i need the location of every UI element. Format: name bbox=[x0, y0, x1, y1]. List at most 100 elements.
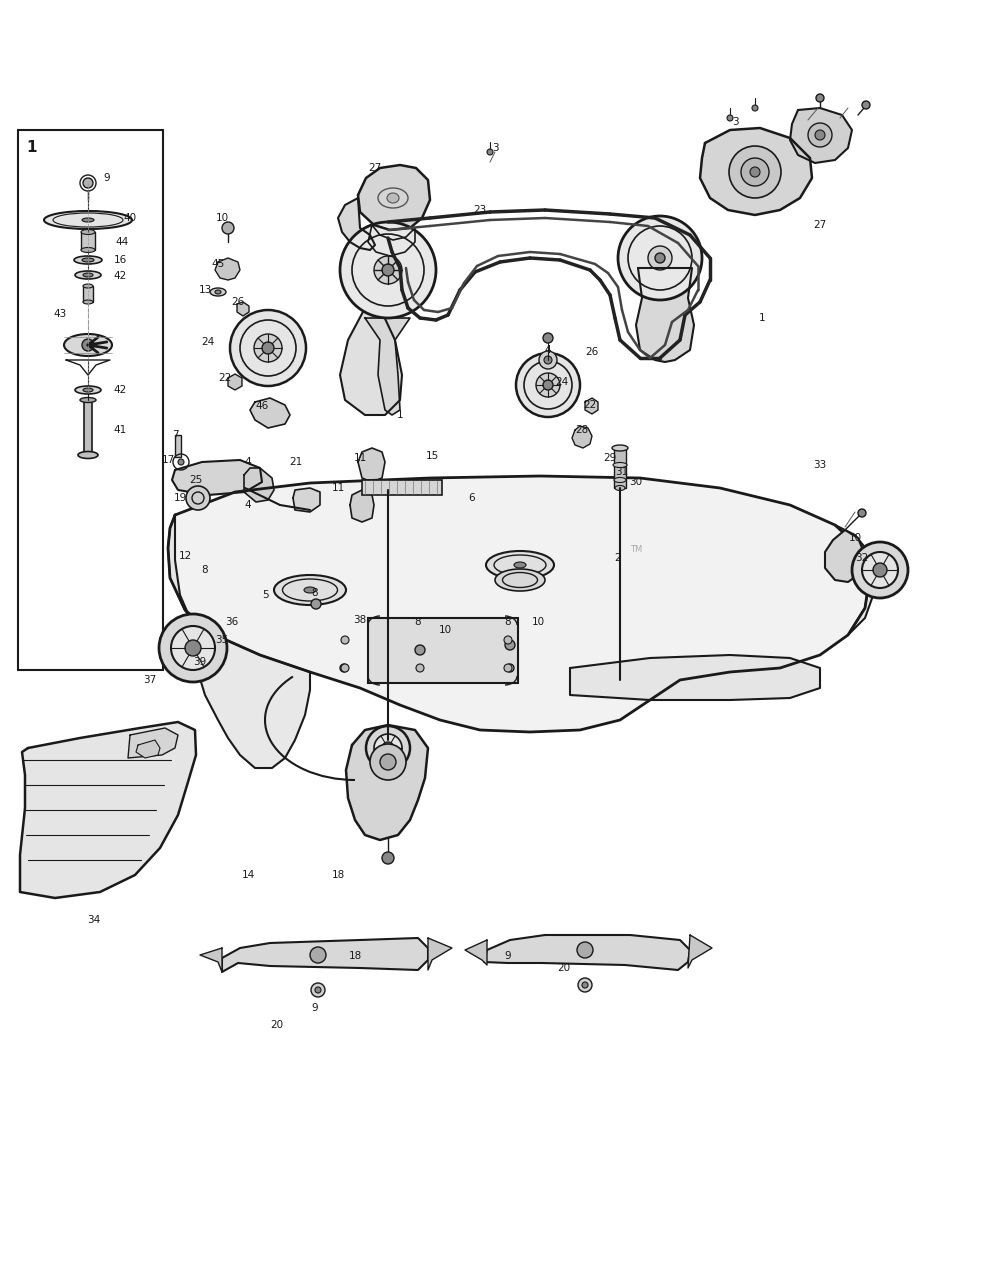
Circle shape bbox=[262, 342, 274, 355]
Polygon shape bbox=[136, 740, 160, 758]
Text: 24: 24 bbox=[202, 337, 215, 347]
Polygon shape bbox=[585, 398, 598, 413]
Polygon shape bbox=[172, 460, 262, 495]
Text: 20: 20 bbox=[558, 963, 571, 973]
Circle shape bbox=[186, 486, 210, 509]
Text: 30: 30 bbox=[629, 477, 643, 486]
Text: 19: 19 bbox=[173, 493, 187, 503]
Circle shape bbox=[750, 166, 760, 177]
Circle shape bbox=[341, 636, 349, 644]
Circle shape bbox=[171, 626, 215, 669]
Polygon shape bbox=[200, 948, 222, 972]
Circle shape bbox=[504, 664, 512, 672]
Polygon shape bbox=[244, 468, 274, 502]
Circle shape bbox=[577, 942, 593, 957]
Text: 8: 8 bbox=[504, 617, 511, 627]
Polygon shape bbox=[168, 476, 870, 732]
Polygon shape bbox=[215, 259, 240, 280]
Polygon shape bbox=[825, 530, 865, 582]
Text: 4: 4 bbox=[545, 346, 551, 355]
Circle shape bbox=[752, 105, 758, 111]
Polygon shape bbox=[340, 268, 402, 415]
Polygon shape bbox=[222, 938, 428, 972]
Text: 44: 44 bbox=[116, 237, 129, 247]
Polygon shape bbox=[250, 398, 290, 428]
Text: 9: 9 bbox=[504, 951, 511, 961]
Text: 8: 8 bbox=[202, 564, 209, 575]
Circle shape bbox=[862, 552, 898, 588]
Polygon shape bbox=[228, 374, 242, 390]
Text: 20: 20 bbox=[270, 1020, 284, 1030]
Text: 1: 1 bbox=[397, 410, 404, 420]
Text: 4: 4 bbox=[244, 500, 251, 509]
Ellipse shape bbox=[81, 247, 95, 252]
Circle shape bbox=[159, 614, 227, 682]
Circle shape bbox=[382, 742, 394, 754]
Text: 46: 46 bbox=[255, 401, 269, 411]
Polygon shape bbox=[636, 268, 694, 362]
Text: 1: 1 bbox=[27, 140, 38, 155]
Text: 22: 22 bbox=[584, 399, 596, 410]
Text: TM: TM bbox=[630, 545, 642, 554]
Text: 14: 14 bbox=[241, 870, 254, 881]
Text: 25: 25 bbox=[189, 475, 203, 485]
Text: 23: 23 bbox=[474, 205, 487, 215]
Text: 10: 10 bbox=[216, 212, 228, 223]
Circle shape bbox=[82, 339, 94, 351]
Text: 15: 15 bbox=[425, 451, 439, 461]
Circle shape bbox=[340, 221, 436, 317]
Circle shape bbox=[222, 221, 234, 234]
Circle shape bbox=[311, 983, 325, 997]
Polygon shape bbox=[688, 934, 712, 968]
Text: 3: 3 bbox=[492, 143, 498, 154]
Bar bbox=[83, 285, 93, 302]
Ellipse shape bbox=[215, 291, 221, 294]
Text: 29: 29 bbox=[603, 453, 616, 463]
Circle shape bbox=[382, 852, 394, 864]
Text: 26: 26 bbox=[585, 347, 598, 357]
Circle shape bbox=[505, 640, 515, 650]
Text: 17: 17 bbox=[161, 454, 175, 465]
Text: 38: 38 bbox=[353, 614, 367, 625]
Circle shape bbox=[366, 726, 410, 771]
Circle shape bbox=[648, 246, 672, 270]
Ellipse shape bbox=[612, 445, 628, 451]
Text: 13: 13 bbox=[199, 285, 212, 294]
Text: PartsTre: PartsTre bbox=[271, 516, 649, 594]
Polygon shape bbox=[700, 128, 812, 215]
Circle shape bbox=[741, 157, 769, 186]
Ellipse shape bbox=[613, 462, 627, 467]
Circle shape bbox=[544, 356, 552, 364]
Circle shape bbox=[543, 333, 553, 343]
Circle shape bbox=[516, 353, 580, 417]
Circle shape bbox=[727, 115, 733, 122]
Polygon shape bbox=[484, 934, 690, 970]
Circle shape bbox=[543, 380, 553, 390]
Text: 8: 8 bbox=[414, 617, 421, 627]
Bar bbox=[18, 131, 163, 669]
Polygon shape bbox=[358, 165, 430, 230]
Ellipse shape bbox=[210, 288, 226, 296]
Text: 4: 4 bbox=[244, 457, 251, 467]
Circle shape bbox=[873, 563, 887, 577]
Ellipse shape bbox=[514, 562, 526, 568]
Circle shape bbox=[380, 754, 396, 771]
Circle shape bbox=[582, 982, 588, 988]
Ellipse shape bbox=[75, 271, 101, 279]
Circle shape bbox=[374, 256, 402, 284]
Circle shape bbox=[506, 664, 514, 672]
Circle shape bbox=[230, 310, 306, 387]
Ellipse shape bbox=[44, 211, 132, 229]
Ellipse shape bbox=[615, 485, 625, 490]
Text: 6: 6 bbox=[469, 493, 476, 503]
Circle shape bbox=[382, 264, 394, 276]
Text: 9: 9 bbox=[104, 173, 111, 183]
Circle shape bbox=[729, 146, 781, 198]
Text: 12: 12 bbox=[178, 550, 192, 561]
Polygon shape bbox=[350, 490, 374, 522]
Ellipse shape bbox=[387, 193, 399, 204]
Polygon shape bbox=[428, 938, 452, 970]
Circle shape bbox=[340, 664, 348, 672]
Text: 24: 24 bbox=[556, 378, 569, 387]
Bar bbox=[614, 448, 626, 488]
